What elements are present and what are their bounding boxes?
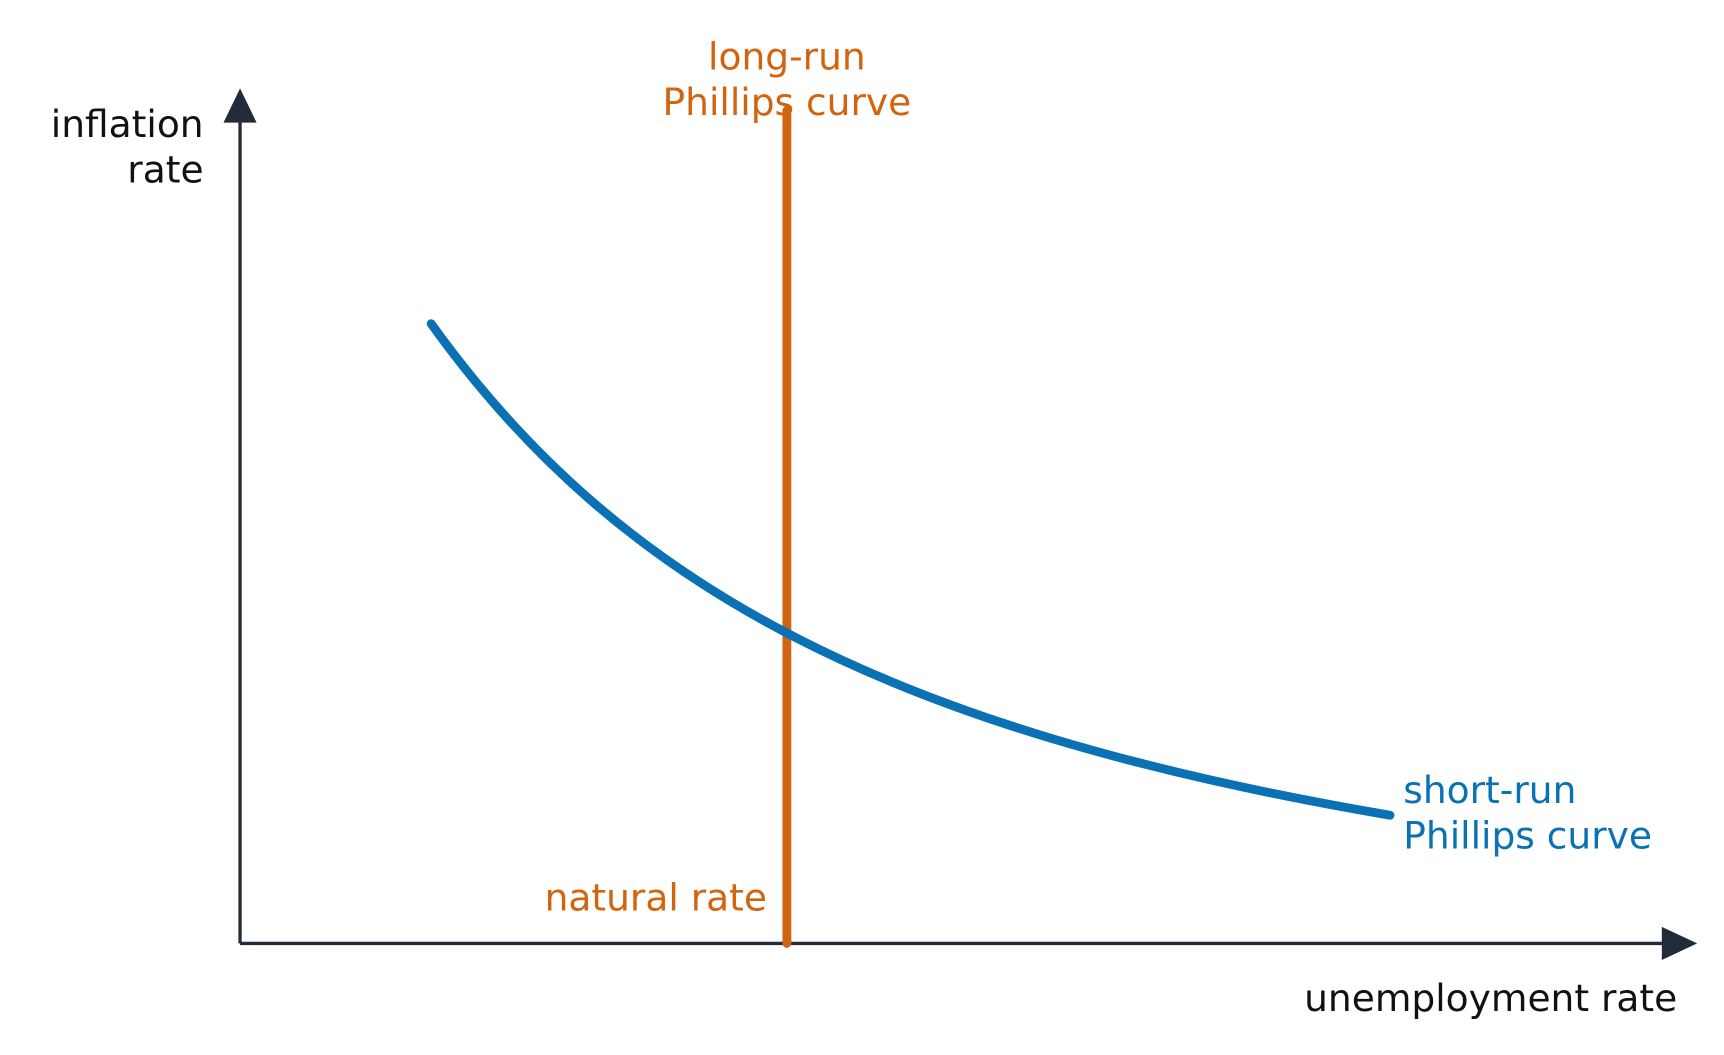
- short-run-curve: [426, 319, 1395, 820]
- x-axis-label: unemployment rate: [1304, 976, 1677, 1020]
- x-axis-arrow: [1661, 926, 1698, 960]
- long-run-label: Phillips curve: [663, 80, 912, 124]
- short-run-label: Phillips curve: [1403, 813, 1652, 857]
- y-axis-arrow: [223, 88, 257, 123]
- natural-rate-label: natural rate: [545, 875, 767, 919]
- short-run-label: short-run: [1403, 768, 1576, 812]
- y-axis-label: rate: [127, 147, 203, 191]
- long-run-label: long-run: [708, 35, 866, 79]
- y-axis-label: inflation: [51, 102, 204, 146]
